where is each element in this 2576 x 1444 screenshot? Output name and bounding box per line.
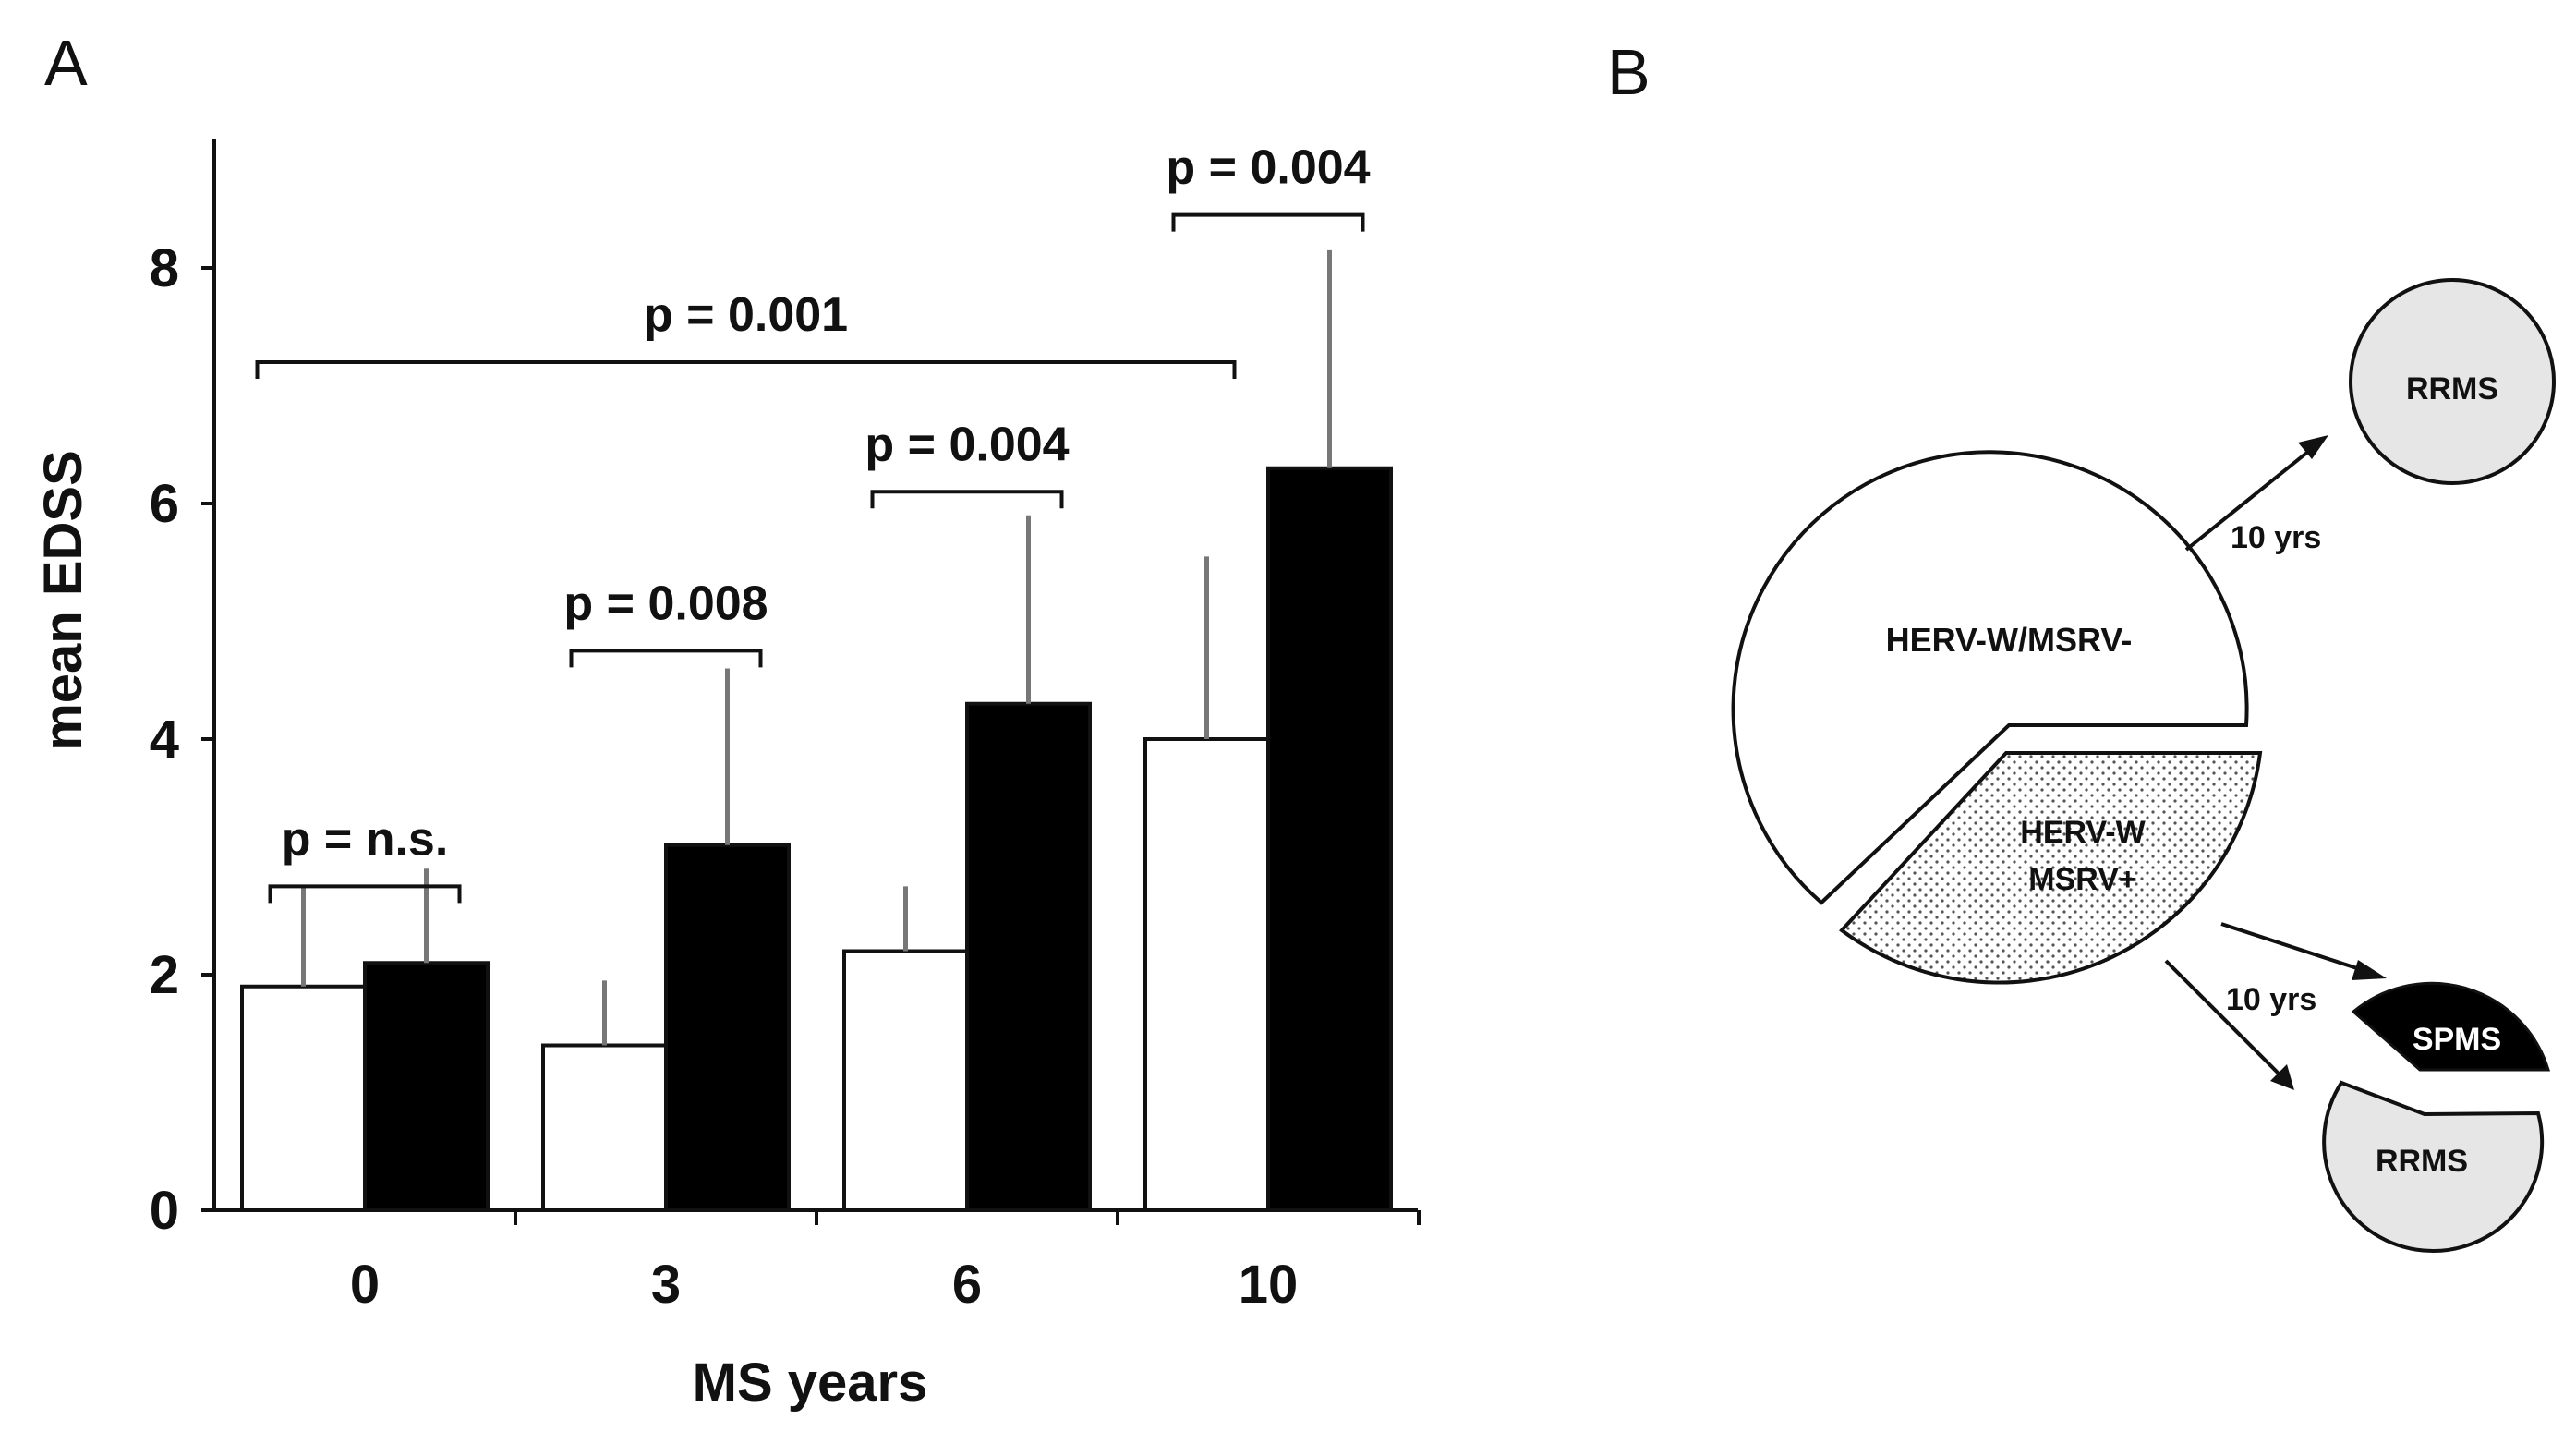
y-tick-label: 6 [150,474,179,534]
y-tick-label: 8 [150,238,179,298]
spms-slice [2351,981,2551,1072]
p-value-label: p = 0.004 [865,418,1069,471]
x-tick-label: 6 [952,1255,982,1315]
p-value-label: p = n.s. [282,812,449,866]
panel-a-letter: A [44,27,88,99]
rrms-top-label: RRMS [2406,371,2498,407]
msrv-positive-label-1: HERV-W [2020,815,2146,850]
x-tick-label: 10 [1239,1255,1299,1315]
significance-brackets: p = n.s. p = 0.008 p = 0.004 p = 0.004 p = 0… [255,141,1371,904]
arrow-head-icon [2270,1064,2294,1090]
msrv-negative-label: HERV-W/MSRV- [1886,621,2133,659]
msrv-negative-slice [1731,450,2249,905]
arrow-head-icon [2352,960,2387,980]
arrow-to-rrms-top [2184,445,2316,552]
x-axis-title: MS years [693,1353,928,1413]
arrow-head-icon [2298,435,2328,459]
error-bars-layer [301,249,1332,1046]
msrv-positive-slice [1839,751,2263,985]
bar-negative [240,984,367,1212]
duration-label-bottom: 10 yrs [2226,982,2316,1017]
spms-label: SPMS [2413,1022,2501,1057]
bar-positive [664,843,791,1212]
p-value-label: p = 0.008 [563,576,768,630]
y-tick-label: 0 [150,1181,179,1241]
bars-layer [240,466,1393,1212]
y-ticks: 0 2 4 6 8 [150,238,214,1241]
x-tick-label: 3 [651,1255,681,1315]
msrv-positive-label-2: MSRV+ [2028,862,2136,897]
bar-positive [363,961,490,1212]
significance-bracket [870,490,1064,509]
panel-b-letter: B [1607,36,1651,108]
significance-bracket [569,649,763,668]
bar-negative [541,1043,668,1212]
bar-positive [965,701,1092,1212]
significance-bracket [255,360,1237,379]
x-tick-label: 0 [350,1255,380,1315]
x-ticks: 0 3 6 10 [350,1210,1421,1315]
p-value-label: p = 0.004 [1166,141,1370,195]
arrow-to-spms [2220,922,2369,974]
bar-negative [842,949,969,1212]
y-tick-label: 4 [150,710,179,770]
y-tick-label: 2 [150,945,179,1005]
rrms-bottom-label: RRMS [2376,1144,2468,1179]
y-axis-title: mean EDSS [33,450,93,751]
significance-bracket [268,884,462,904]
p-value-label: p = 0.001 [644,288,848,342]
rrms-top-circle [2349,278,2556,485]
rrms-bottom-slice [2322,1080,2545,1253]
significance-bracket [1171,212,1365,232]
progression-diagram: B HERV-W/MSRV- HERV-W MSRV+ 10 yrs RRMS … [1607,36,2556,1253]
arrow-to-rrms-bottom [2164,959,2282,1077]
bar-positive [1266,466,1393,1212]
duration-label-top: 10 yrs [2231,520,2321,555]
bar-negative [1143,737,1270,1212]
